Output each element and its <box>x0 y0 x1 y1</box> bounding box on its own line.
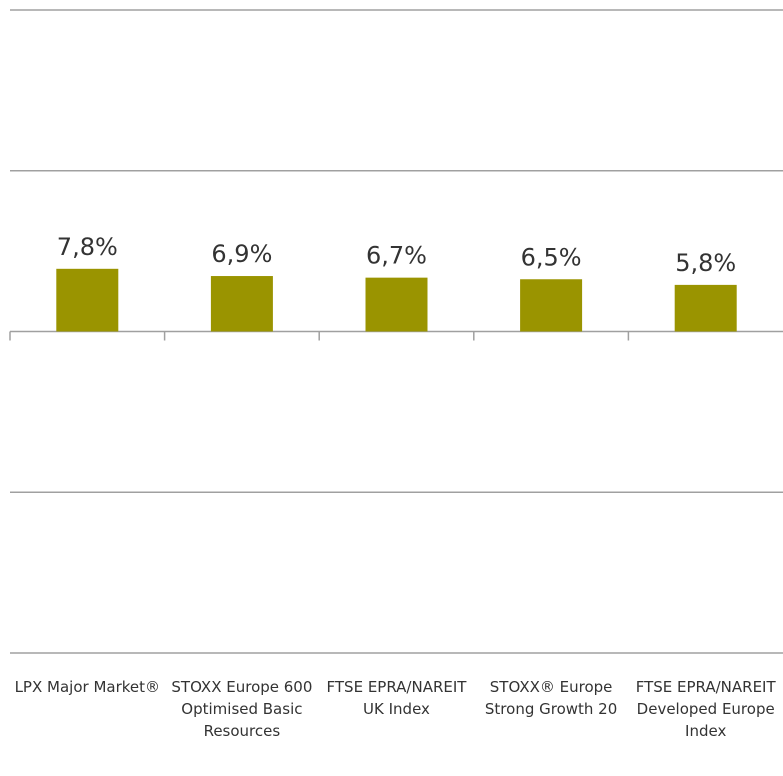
bar <box>365 277 428 332</box>
bar <box>520 279 583 332</box>
value-label: 5,8% <box>675 249 736 277</box>
x-tick-label: STOXX Europe 600 Optimised Basic Resourc… <box>171 678 313 740</box>
value-label: 6,5% <box>521 243 582 271</box>
bar <box>56 268 119 332</box>
x-tick-label: FTSE EPRA/NAREIT UK Index <box>326 678 467 718</box>
x-tick-label: FTSE EPRA/NAREIT Developed Europe Index <box>635 678 776 740</box>
x-tick-label: LPX Major Market® <box>14 678 161 696</box>
value-label: 6,7% <box>366 242 427 270</box>
bar <box>674 284 737 332</box>
value-label: 7,8% <box>57 233 118 261</box>
bar <box>210 276 273 332</box>
x-tick-label: STOXX® Europe Strong Growth 20 <box>484 678 618 718</box>
value-label: 6,9% <box>211 240 272 268</box>
